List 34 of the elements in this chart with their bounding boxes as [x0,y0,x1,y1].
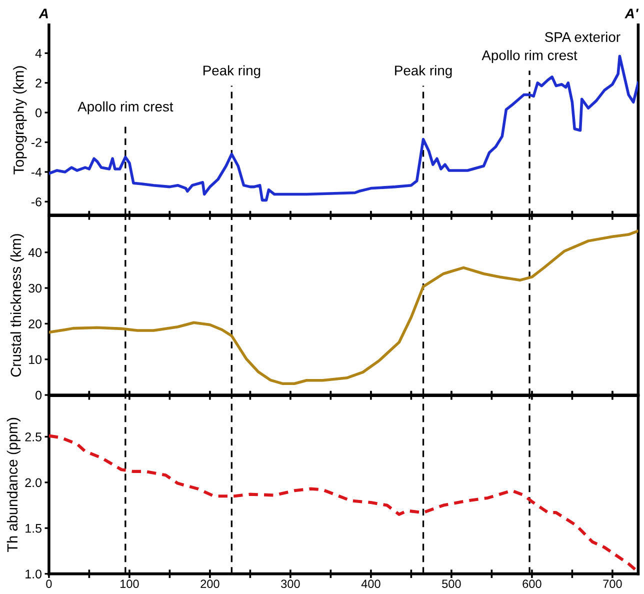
line-series [48,230,638,385]
annotation: SPA exterior [544,32,620,42]
x-tick-label: 0 [46,580,52,588]
y-tick-label: 2.0 [25,478,42,488]
x-tick-label: 500 [442,580,461,588]
y-tick-label: 30 [28,284,42,293]
y-tick-label: 2.5 [25,432,42,442]
y-tick-label: 40 [28,248,42,258]
y-tick-label: 0 [36,108,42,118]
x-tick-label: 100 [120,580,139,588]
y-tick-label: 20 [28,319,42,328]
y-axis-title: Topography (km) [13,66,27,174]
y-tick-label: 2 [36,78,42,88]
y-tick-label: 1.0 [26,570,42,578]
text: A [38,8,48,18]
y-tick-label: -2 [31,138,42,147]
x-tick-label: 600 [522,580,542,588]
ref-line-label: Apollo rim crest [482,50,578,63]
y-axis-title: Th abundance (ppm) [6,418,20,552]
x-tick-label: 300 [281,580,300,588]
ref-line-label: Peak ring [203,65,260,78]
ref-line-label: Apollo rim crest [78,101,174,114]
x-tick-label: 200 [200,580,220,588]
ref-line-label: Peak ring [395,65,452,78]
x-tick-label: 400 [361,580,380,588]
text: A' [624,8,639,18]
y-tick-label: 4 [35,49,42,58]
y-tick-label: 10 [29,355,42,364]
x-tick-label: 700 [603,580,622,588]
y-tick-label: -4 [31,168,42,176]
y-axis-title: Crustal thickness (km) [10,234,24,377]
y-tick-label: 0 [36,390,42,400]
y-tick-label: 1.5 [26,524,42,533]
y-tick-label: -6 [31,197,42,206]
